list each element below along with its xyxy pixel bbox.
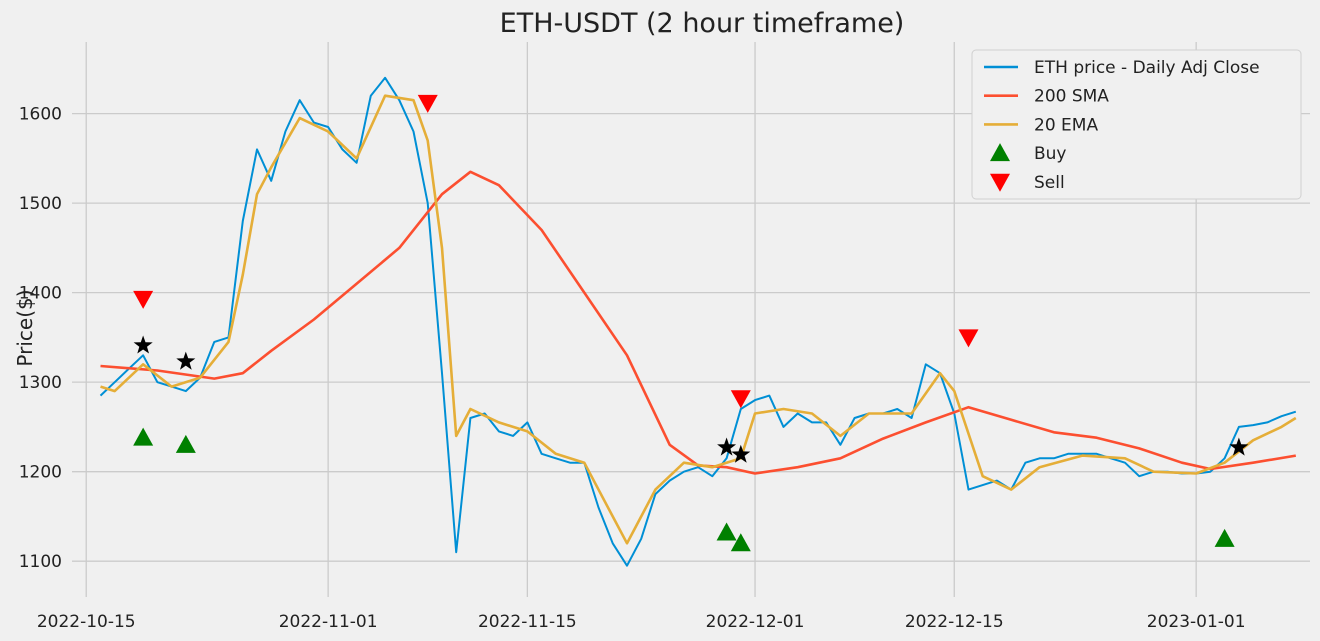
y-tick-label: 1200	[19, 463, 62, 483]
legend-buy-swatch	[990, 143, 1010, 162]
y-tick-label: 1400	[19, 284, 62, 304]
sell-marker	[730, 390, 751, 409]
legend-box	[971, 49, 1302, 200]
x-tick-label: 2022-11-15	[478, 612, 577, 632]
star-marker	[133, 335, 153, 354]
series-price-line	[99, 76, 1297, 567]
star-marker	[717, 437, 737, 456]
buy-marker	[1214, 528, 1235, 547]
star-marker	[176, 351, 196, 370]
sell-marker	[958, 329, 979, 348]
y-tick-labels: 1100 1200 1300 1400 1500 1600	[19, 105, 62, 573]
buy-marker	[133, 427, 154, 446]
legend: ETH price - Daily Adj Close 200 SMA 20 EMA…	[971, 49, 1302, 200]
legend-ema-label: 20 EMA	[1034, 115, 1098, 135]
buy-marker	[175, 434, 196, 453]
x-tick-label: 2023-01-01	[1147, 612, 1246, 632]
star-marker	[731, 444, 751, 463]
y-tick-label: 1500	[19, 194, 62, 214]
legend-buy-label: Buy	[1034, 144, 1067, 164]
sell-marker	[417, 94, 438, 113]
y-tick-label: 1300	[19, 373, 62, 393]
chart-title: ETH-USDT (2 hour timeframe)	[500, 8, 905, 39]
x-tick-label: 2022-10-15	[37, 612, 136, 632]
sell-marker	[133, 290, 154, 309]
series-ema-line	[100, 94, 1297, 545]
legend-price-label: ETH price - Daily Adj Close	[1034, 58, 1260, 78]
buy-marker	[716, 522, 737, 541]
series-group	[99, 76, 1297, 567]
buy-marker	[730, 533, 751, 552]
legend-sell-swatch	[990, 173, 1010, 192]
legend-sell-label: Sell	[1034, 173, 1065, 193]
x-tick-label: 2022-11-01	[279, 612, 378, 632]
x-tick-label: 2022-12-01	[706, 612, 805, 632]
star-marker	[1229, 437, 1249, 456]
gridlines	[72, 42, 1310, 597]
x-tick-labels: 2022-10-15 2022-11-01 2022-11-15 2022-12-01…	[37, 612, 1246, 632]
x-tick-label: 2022-12-15	[905, 612, 1004, 632]
y-tick-label: 1100	[19, 552, 62, 572]
markers-group	[133, 94, 1249, 552]
legend-sma-label: 200 SMA	[1034, 87, 1109, 107]
y-axis-label: Price($)	[13, 289, 37, 366]
y-tick-label: 1600	[19, 105, 62, 125]
